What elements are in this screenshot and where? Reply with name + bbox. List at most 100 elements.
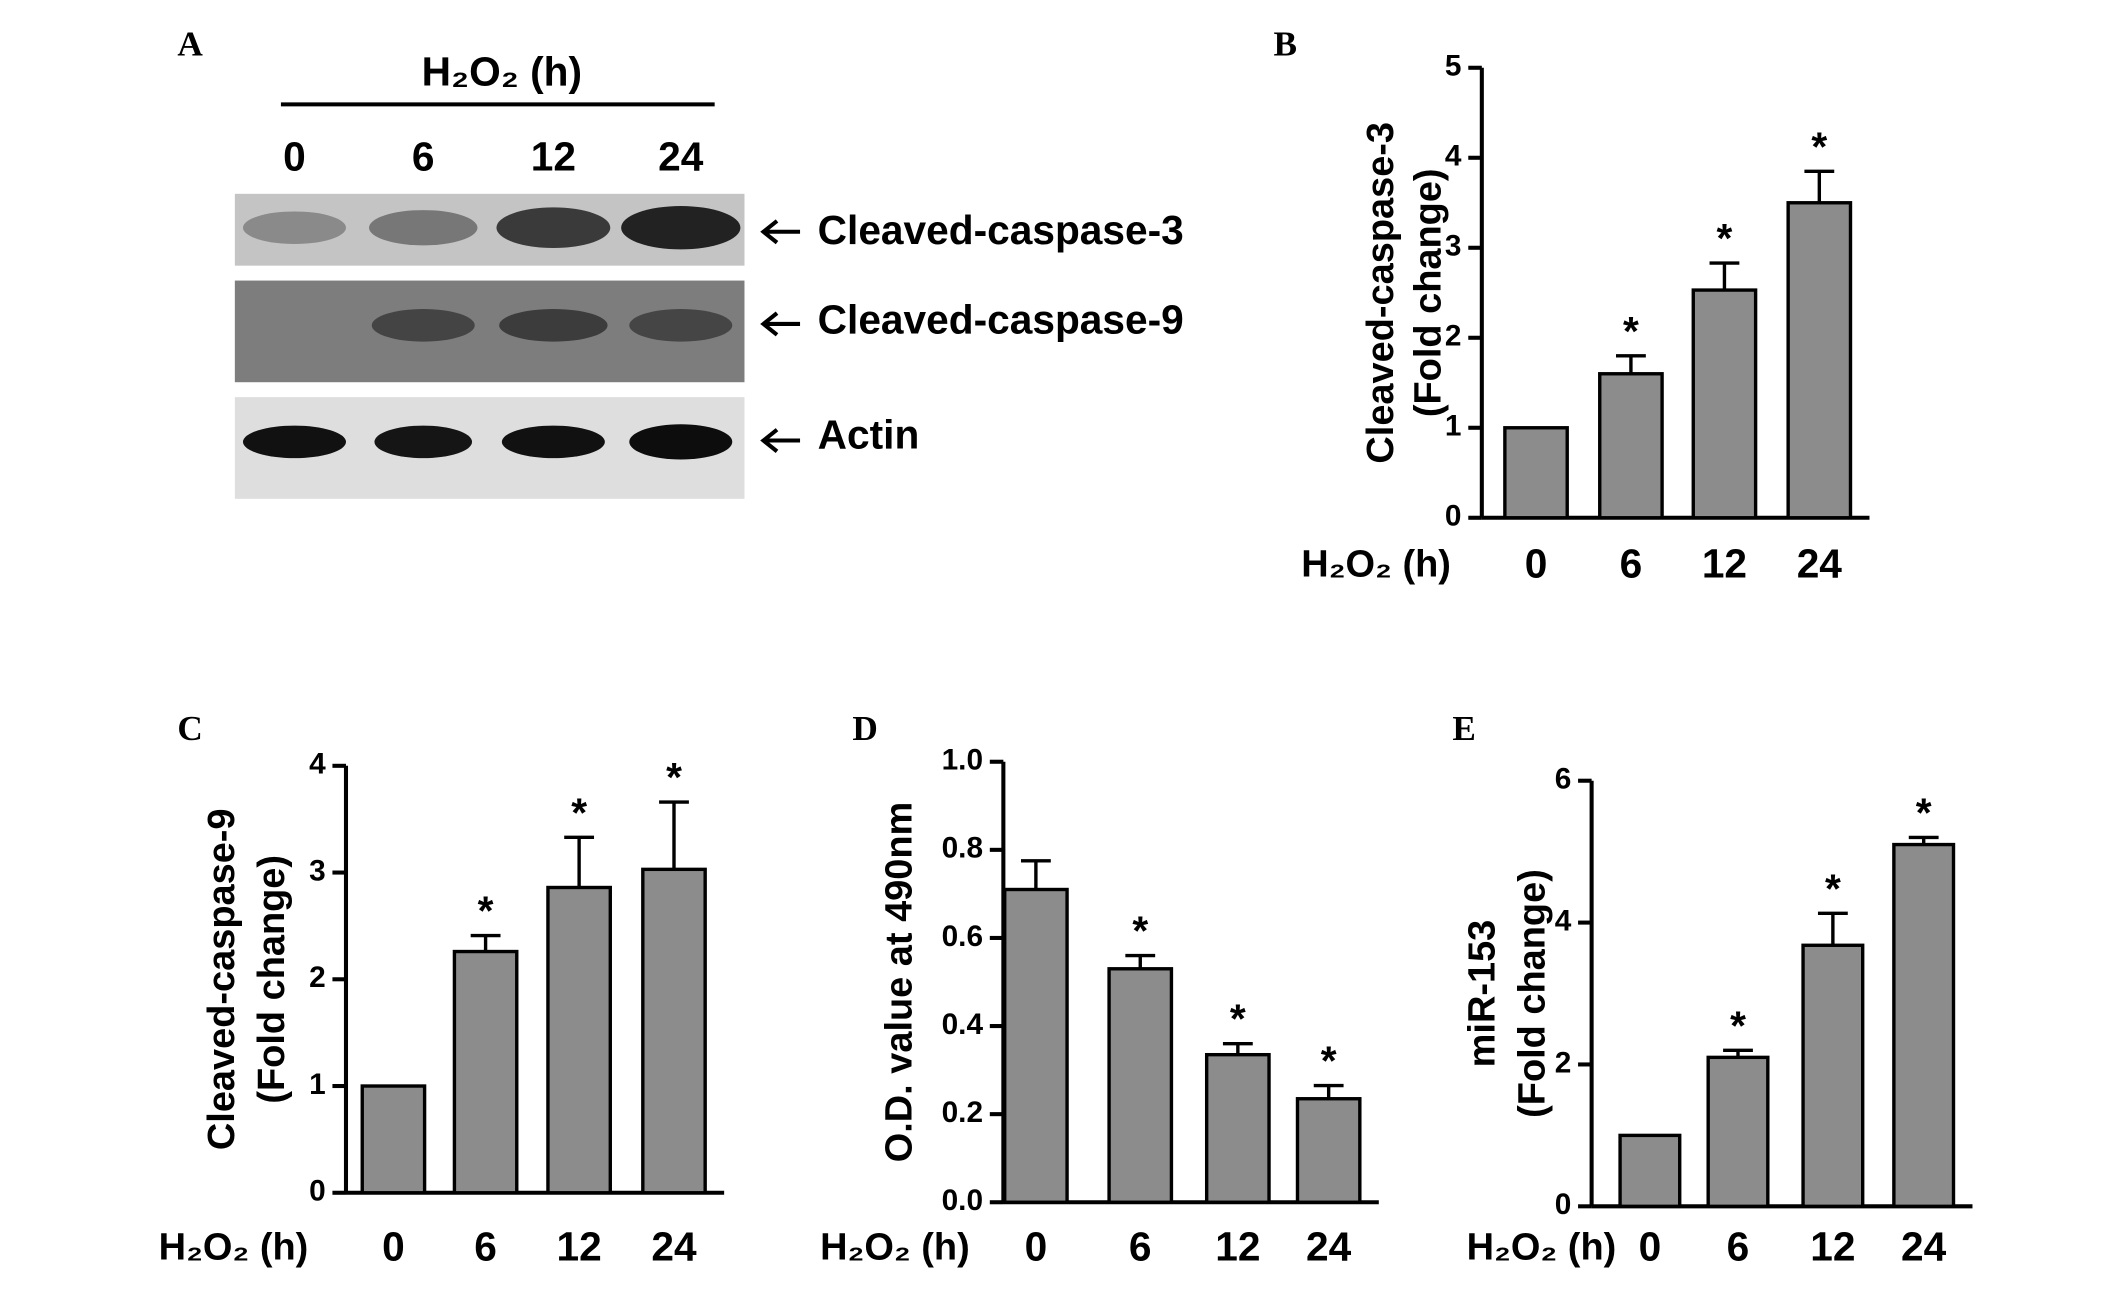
band-label: Actin [818, 412, 920, 458]
bar [452, 949, 519, 1195]
significance-mark: * [1825, 865, 1841, 911]
bar [1503, 426, 1569, 520]
y-tick-label: 1 [309, 1068, 326, 1101]
y-tick-label: 6 [1555, 763, 1572, 796]
bar [1801, 943, 1865, 1209]
y-tick-label: 0.8 [942, 832, 983, 865]
band-label: Cleaved-caspase-3 [818, 207, 1184, 253]
x-tick-label: 0 [1525, 540, 1548, 586]
x-tick-label: 6 [1129, 1223, 1152, 1269]
bar [1204, 1052, 1271, 1204]
significance-mark: * [1811, 123, 1827, 169]
error-bar [1313, 1083, 1344, 1099]
significance-mark: * [1321, 1038, 1337, 1084]
x-tick-label: 6 [474, 1223, 497, 1269]
error-bar [564, 835, 595, 888]
significance-mark: * [1623, 308, 1639, 354]
y-tick-label: 0.6 [942, 920, 983, 953]
significance-mark: * [1916, 790, 1932, 836]
lane-label: 12 [531, 134, 576, 180]
y-tick-label: 0 [1555, 1188, 1572, 1221]
panel-letter: E [1452, 709, 1476, 748]
y-axis-label: miR-153 [1462, 920, 1504, 1068]
lane-label: 0 [283, 134, 306, 180]
bar [641, 867, 707, 1195]
x-axis-label: H₂O₂ (h) [1301, 544, 1451, 586]
significance-mark: * [571, 789, 587, 835]
x-axis-label: H₂O₂ (h) [820, 1227, 970, 1269]
y-tick-label: 1 [1445, 410, 1462, 443]
panel-letter: D [852, 709, 877, 748]
y-axis-label: Cleaved-caspase-9 [201, 808, 243, 1150]
x-tick-label: 6 [1620, 540, 1643, 586]
bar [1295, 1097, 1362, 1204]
x-tick-label: 6 [1727, 1223, 1750, 1269]
error-bar [659, 800, 689, 870]
error-bar [470, 933, 501, 952]
y-tick-label: 0.2 [942, 1096, 983, 1129]
y-tick-label: 0 [1445, 500, 1462, 533]
x-tick-label: 24 [1901, 1223, 1947, 1269]
y-tick-label: 0.4 [942, 1008, 984, 1041]
bar [1107, 967, 1174, 1204]
y-tick-label: 4 [1445, 140, 1462, 173]
error-bar [1616, 354, 1646, 374]
blot-arrows [760, 219, 801, 453]
bar [1706, 1055, 1770, 1209]
x-tick-label: 12 [1702, 540, 1747, 586]
y-axis-label: O.D. value at 490nm [879, 802, 921, 1163]
bar [1691, 288, 1758, 520]
significance-mark: * [1730, 1002, 1746, 1048]
panel-letter: C [177, 709, 202, 748]
bar [1618, 1133, 1682, 1209]
error-bar [1723, 1048, 1753, 1058]
bar [546, 885, 612, 1195]
band-label: Cleaved-caspase-9 [818, 296, 1184, 342]
panel-letter: A [177, 25, 203, 64]
x-tick-label: 12 [556, 1223, 601, 1269]
bar [1598, 372, 1664, 520]
x-tick-label: 0 [1639, 1223, 1662, 1269]
panel-letter: B [1274, 25, 1298, 64]
bar [1003, 887, 1069, 1204]
y-axis-label: (Fold change) [251, 855, 293, 1104]
bar [1892, 842, 1956, 1209]
y-tick-label: 1.0 [942, 744, 983, 777]
y-tick-label: 2 [309, 961, 326, 994]
x-tick-label: 0 [382, 1223, 405, 1269]
y-axis-label: (Fold change) [1512, 869, 1554, 1118]
x-tick-label: 12 [1810, 1223, 1855, 1269]
y-tick-label: 5 [1445, 50, 1462, 83]
x-tick-label: 12 [1215, 1223, 1260, 1269]
significance-mark: * [666, 754, 682, 800]
y-tick-label: 4 [1555, 904, 1572, 937]
error-bar [1817, 911, 1848, 946]
bar [1786, 201, 1853, 520]
y-tick-label: 0 [309, 1175, 326, 1208]
lane-label: 24 [658, 134, 704, 180]
error-bar [1804, 169, 1835, 203]
y-axis-label: Cleaved-caspase-3 [1360, 122, 1402, 464]
error-bar [1125, 953, 1156, 969]
y-axis-label: (Fold change) [1407, 168, 1449, 417]
y-tick-label: 2 [1555, 1046, 1572, 1079]
y-tick-label: 2 [1445, 320, 1462, 353]
x-tick-label: 24 [651, 1223, 697, 1269]
error-bar [1908, 835, 1939, 845]
significance-mark: * [1230, 996, 1246, 1042]
y-tick-label: 3 [1445, 230, 1462, 263]
x-tick-label: 0 [1025, 1223, 1048, 1269]
y-tick-label: 0.0 [942, 1184, 983, 1217]
significance-mark: * [1132, 908, 1148, 954]
blot-title: H₂O₂ (h) [422, 48, 582, 94]
x-axis-label: H₂O₂ (h) [1467, 1227, 1617, 1269]
x-tick-label: 24 [1306, 1223, 1352, 1269]
x-axis-label: H₂O₂ (h) [159, 1227, 309, 1269]
error-bar [1709, 261, 1740, 291]
blot-image [234, 193, 745, 499]
significance-mark: * [1717, 215, 1733, 261]
error-bar [1222, 1041, 1253, 1055]
error-bar [1020, 859, 1051, 890]
bar [360, 1084, 427, 1195]
